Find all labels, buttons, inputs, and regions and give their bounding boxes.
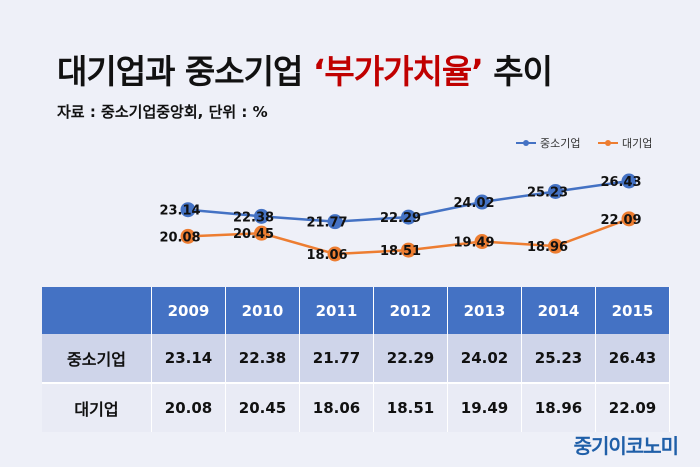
table-cell: 19.49 [447, 383, 522, 432]
legend-marker [523, 140, 529, 146]
data-point [254, 225, 269, 241]
data-label: 18.06 [306, 248, 347, 263]
data-label: 23.14 [159, 204, 200, 219]
table-cell: 18.51 [373, 383, 448, 432]
data-label: 25.23 [527, 185, 568, 200]
title-suffix: 추이 [482, 52, 553, 91]
brand-logo-text: 중기이코노미 [573, 434, 679, 458]
legend-label: 중소기업 [540, 137, 580, 150]
data-point [401, 242, 416, 258]
data-table: 2009 2010 2011 2012 2013 2014 2015 중소기업 … [42, 287, 670, 432]
table-cell: 20.08 [151, 383, 226, 432]
data-label: 18.96 [527, 240, 568, 255]
table-cell: 23.14 [151, 334, 226, 384]
table-header-year: 2010 [225, 287, 300, 334]
data-point [401, 209, 416, 225]
data-point [180, 228, 196, 244]
title-prefix: 대기업과 중소기업 [57, 52, 313, 91]
table-cell: 18.96 [521, 383, 596, 432]
table-cell: 24.02 [447, 334, 522, 384]
legend-marker [605, 140, 611, 146]
data-label: 20.45 [233, 227, 274, 242]
data-point [180, 202, 196, 218]
line-chart: 23.14 22.38 21.77 22.29 24.02 25.23 26.43 20.08… [159, 137, 652, 263]
data-label: 18.51 [380, 244, 421, 259]
table-row-label: 대기업 [42, 383, 152, 432]
page-title: 대기업과 중소기업 ‘부가가치율’ 추이 [57, 45, 553, 93]
table-cell: 22.09 [595, 383, 670, 432]
data-label: 22.29 [380, 211, 421, 226]
source-note: 자료 : 중소기업중앙회, 단위 : % [57, 103, 268, 121]
data-point [548, 183, 563, 199]
data-label: 19.49 [453, 236, 494, 251]
table-cell: 26.43 [595, 334, 670, 384]
table-header-year: 2012 [373, 287, 448, 334]
data-label: 22.09 [600, 213, 641, 228]
data-label: 20.08 [159, 230, 200, 245]
data-label: 22.38 [233, 210, 274, 225]
data-point [621, 173, 637, 189]
data-point [254, 208, 269, 224]
title-highlight: ‘부가가치율’ [312, 52, 484, 91]
table-header-year: 2014 [521, 287, 596, 334]
table-header-year: 2011 [299, 287, 374, 334]
table-row: 중소기업 23.14 22.38 21.77 22.29 24.02 25.23… [42, 334, 670, 384]
data-label: 21.77 [306, 216, 347, 231]
table-header-year: 2009 [151, 287, 226, 334]
table-row-label: 중소기업 [42, 334, 152, 384]
data-point [474, 234, 490, 250]
table-header-year: 2015 [595, 287, 670, 334]
table-row: 대기업 20.08 20.45 18.06 18.51 19.49 18.96 … [42, 383, 670, 432]
data-label: 24.02 [453, 196, 494, 211]
table-cell: 21.77 [299, 334, 374, 384]
legend-label: 대기업 [622, 137, 652, 150]
table-cell: 22.38 [225, 334, 300, 384]
table-cell: 18.06 [299, 383, 374, 432]
data-point [474, 194, 490, 210]
table-header-year: 2013 [447, 287, 522, 334]
table-cell: 25.23 [521, 334, 596, 384]
data-point [327, 246, 343, 262]
data-point [327, 214, 343, 230]
table-cell: 20.45 [225, 383, 300, 432]
table-corner-cell [42, 287, 152, 334]
table-cell: 22.29 [373, 334, 448, 384]
data-point [548, 238, 563, 254]
data-label: 26.43 [600, 175, 641, 190]
data-point [621, 211, 637, 227]
